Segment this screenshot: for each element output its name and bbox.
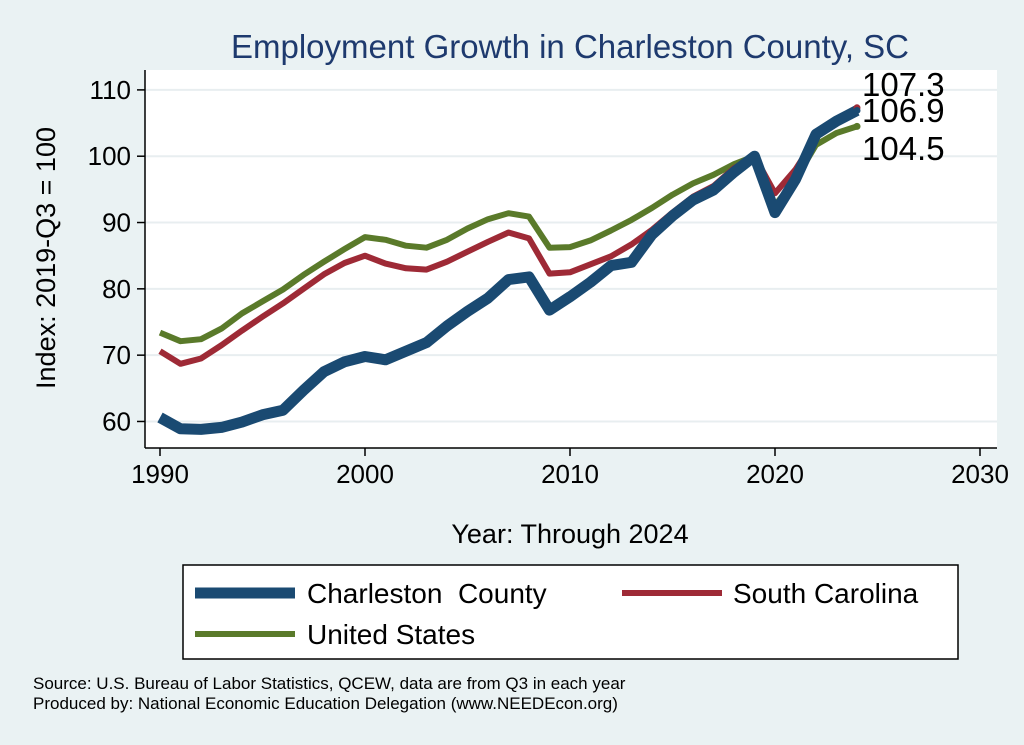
y-tick-label: 110 [90,75,131,105]
y-ticks: 60 70 80 90 100 110 [88,75,145,436]
y-tick-label: 80 [102,274,131,304]
source-note: Source: U.S. Bureau of Labor Statistics,… [33,674,626,693]
end-label-united-states: 104.5 [862,130,945,167]
end-marker [853,122,861,130]
producer-note: Produced by: National Economic Education… [33,694,618,713]
legend: Charleston County South Carolina United … [182,564,959,660]
series-lines [157,104,861,435]
legend-box [182,564,959,660]
legend-label-charleston: Charleston County [307,578,547,609]
end-label-charleston: 106.9 [862,92,945,129]
x-axis-label: Year: Through 2024 [451,519,688,549]
x-tick-label: 2020 [746,459,804,489]
end-marker [853,106,861,114]
plot-area [145,70,997,448]
x-tick-label: 2010 [541,459,599,489]
y-axis-label: Index: 2019-Q3 = 100 [31,127,61,389]
y-tick-label: 90 [102,208,131,238]
legend-label-south-carolina: South Carolina [733,578,919,609]
y-tick-label: 100 [88,141,131,171]
x-tick-label: 1990 [131,459,189,489]
series-line-charleston [157,105,860,435]
y-tick-label: 70 [102,340,131,370]
y-tick-label: 60 [102,406,131,436]
x-ticks: 1990 2000 2010 2020 2030 [131,448,1009,489]
chart-title: Employment Growth in Charleston County, … [231,28,909,65]
legend-label-united-states: United States [307,619,475,650]
x-tick-label: 2030 [951,459,1009,489]
end-label-south-carolina: 107.3 [862,66,945,103]
x-tick-label: 2000 [336,459,394,489]
